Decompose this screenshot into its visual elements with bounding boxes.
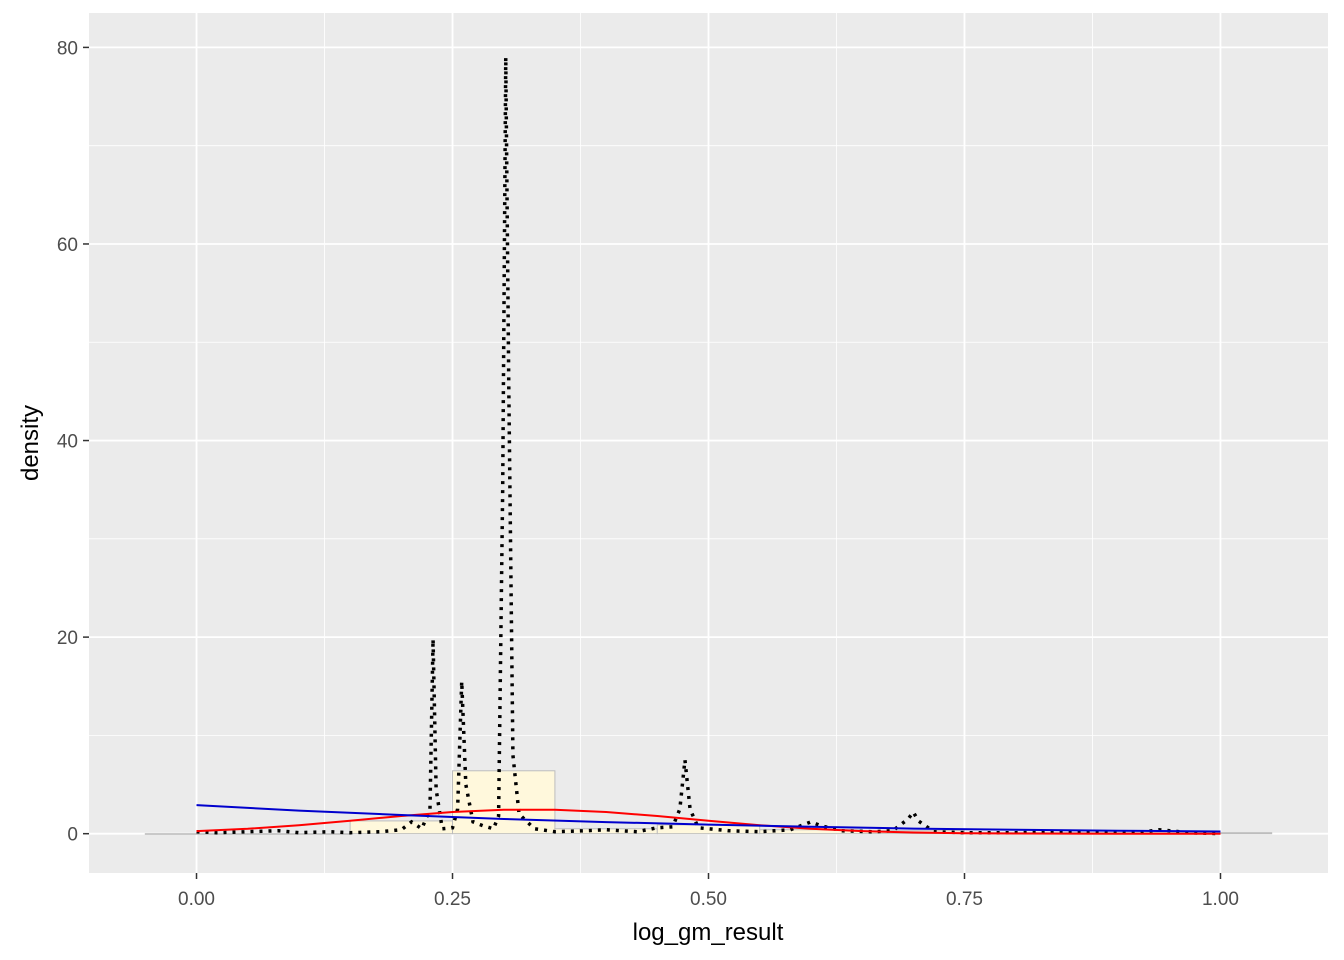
density-curve-3 xyxy=(196,804,1221,833)
y-axis-title: density xyxy=(17,405,44,481)
density-curve-2 xyxy=(196,808,1221,835)
x-axis-ticks: 0.00 0.25 0.50 0.75 1.00 xyxy=(178,873,1239,910)
y-axis-ticks: 0 20 40 60 80 xyxy=(57,38,89,846)
x-tick-label: 0.75 xyxy=(946,889,983,910)
y-tick-label: 80 xyxy=(57,38,78,59)
y-tick-label: 40 xyxy=(57,432,78,453)
y-tick-label: 20 xyxy=(57,628,78,649)
y-tick-label: 0 xyxy=(67,825,78,846)
x-tick-label: 0.00 xyxy=(178,889,215,910)
x-tick-label: 0.50 xyxy=(690,889,727,910)
x-axis-title: log_gm_result xyxy=(633,919,784,946)
density-curve-1 xyxy=(196,57,1221,836)
x-tick-label: 1.00 xyxy=(1202,889,1239,910)
density-curves xyxy=(196,57,1221,836)
histogram-bar xyxy=(247,833,351,835)
y-tick-label: 60 xyxy=(57,235,78,256)
histogram-bar xyxy=(452,770,556,835)
histogram-bar xyxy=(554,828,658,835)
histogram-bar xyxy=(144,833,249,835)
histogram-bar xyxy=(349,820,454,835)
x-tick-label: 0.25 xyxy=(434,889,471,910)
